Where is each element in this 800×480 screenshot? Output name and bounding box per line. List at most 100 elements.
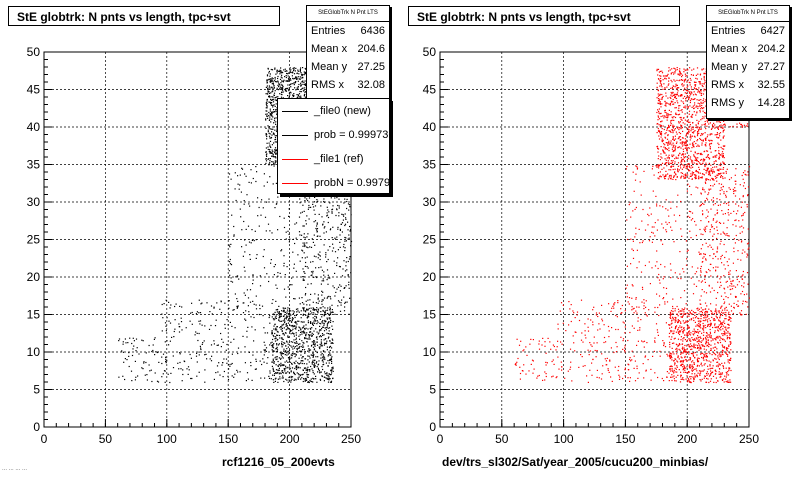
data-point: [690, 150, 692, 152]
data-point: [685, 69, 687, 71]
data-point: [322, 224, 324, 226]
data-point: [701, 124, 703, 126]
data-point: [299, 338, 301, 340]
data-point: [330, 320, 332, 322]
data-point: [272, 80, 274, 82]
data-point: [678, 105, 680, 107]
data-point: [706, 150, 709, 152]
data-point: [292, 326, 294, 328]
data-point: [671, 162, 673, 165]
data-point: [267, 131, 269, 133]
data-point: [672, 71, 674, 74]
data-point: [281, 80, 283, 82]
data-point: [692, 128, 694, 130]
data-point: [660, 164, 662, 166]
data-point: [671, 367, 673, 370]
data-point: [229, 246, 231, 248]
data-point: [691, 161, 693, 163]
data-point: [259, 308, 261, 310]
data-point: [344, 236, 346, 239]
data-point: [313, 361, 315, 363]
data-point: [309, 327, 311, 329]
data-point: [298, 343, 300, 345]
data-point: [315, 267, 317, 269]
data-point: [688, 366, 691, 368]
data-point: [326, 297, 328, 299]
data-point: [161, 356, 163, 358]
data-point: [277, 81, 279, 83]
data-point: [284, 368, 286, 371]
data-point: [279, 334, 281, 337]
data-point: [730, 317, 732, 319]
data-point: [301, 297, 303, 299]
y-tick-label: 45: [27, 83, 41, 97]
data-point: [699, 330, 701, 332]
data-point: [280, 96, 283, 98]
data-point: [293, 373, 295, 375]
data-point: [691, 171, 693, 173]
data-point: [696, 376, 698, 378]
data-point: [267, 117, 269, 119]
data-point: [255, 368, 257, 370]
data-point: [700, 128, 702, 130]
data-point: [304, 83, 306, 86]
data-point: [282, 72, 284, 74]
data-point: [284, 70, 286, 72]
data-point: [275, 364, 277, 366]
data-point: [322, 299, 324, 301]
data-point: [695, 157, 697, 159]
data-point: [678, 358, 680, 360]
data-point: [722, 130, 724, 132]
data-point: [300, 374, 302, 376]
data-point: [141, 367, 143, 369]
data-point: [273, 162, 275, 165]
data-point: [292, 348, 294, 350]
data-point: [672, 138, 674, 140]
data-point: [269, 230, 271, 232]
data-point: [273, 133, 275, 135]
data-point: [292, 72, 294, 74]
data-point: [306, 332, 308, 334]
data-point: [275, 117, 277, 119]
data-point: [334, 272, 336, 274]
data-point: [280, 315, 282, 317]
data-point: [266, 107, 268, 109]
data-point: [243, 220, 245, 223]
data-point: [698, 145, 700, 147]
data-point: [700, 83, 702, 85]
data-point: [189, 353, 191, 356]
data-point: [239, 184, 241, 186]
data-point: [681, 310, 683, 312]
data-point: [729, 334, 731, 336]
data-point: [255, 295, 257, 297]
data-point: [348, 234, 350, 236]
data-point: [658, 124, 660, 126]
data-point: [699, 320, 701, 322]
data-point: [249, 254, 251, 256]
data-point: [689, 125, 691, 127]
data-point: [693, 131, 695, 133]
data-point: [663, 176, 665, 178]
data-point: [675, 368, 677, 370]
data-point: [332, 243, 334, 245]
data-point: [308, 336, 310, 338]
data-point: [307, 320, 309, 322]
data-point: [325, 362, 327, 364]
data-point: [350, 214, 352, 216]
data-point: [268, 150, 270, 152]
data-point: [681, 175, 683, 177]
data-point: [258, 313, 260, 316]
data-point: [657, 115, 659, 117]
data-point: [681, 326, 683, 328]
data-point: [213, 343, 215, 345]
data-point: [292, 332, 294, 334]
data-point: [293, 70, 295, 72]
x-tick-label: 0: [41, 432, 48, 446]
data-point: [288, 310, 290, 312]
data-point: [277, 75, 279, 78]
data-point: [275, 203, 277, 205]
data-point: [257, 197, 259, 199]
data-point: [135, 376, 137, 378]
data-point: [331, 369, 333, 371]
data-point: [288, 288, 290, 290]
